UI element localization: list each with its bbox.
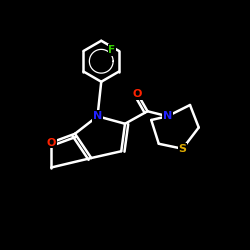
Text: N: N <box>163 111 172 121</box>
Text: S: S <box>178 144 186 154</box>
Text: O: O <box>46 138 56 147</box>
Text: N: N <box>93 111 102 121</box>
Text: O: O <box>133 89 142 99</box>
Text: F: F <box>108 45 116 55</box>
